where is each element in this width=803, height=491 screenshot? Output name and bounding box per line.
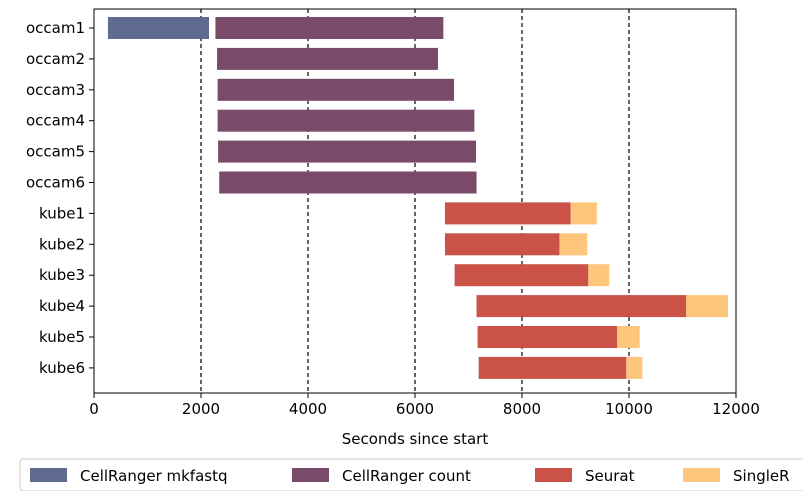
legend-label-singler: SingleR <box>733 467 790 485</box>
y-tick-label-occam3: occam3 <box>26 81 85 99</box>
bar-cellranger-count-occam5 <box>218 140 476 163</box>
x-tick-label-0: 0 <box>89 400 99 418</box>
bar-singler-kube3 <box>588 264 610 287</box>
x-axis-label: Seconds since start <box>342 430 489 448</box>
y-tick-label-kube5: kube5 <box>39 328 85 346</box>
legend-label-cellranger-mkfastq: CellRanger mkfastq <box>80 467 228 485</box>
y-tick-label-occam4: occam4 <box>26 112 85 130</box>
x-tick-label-2000: 2000 <box>182 400 220 418</box>
legend-swatch-cellranger-count <box>292 468 329 482</box>
bar-cellranger-count-occam2 <box>217 47 439 70</box>
bar-singler-kube1 <box>570 202 597 225</box>
bar-cellranger-count-occam3 <box>217 78 455 101</box>
legend-label-cellranger-count: CellRanger count <box>342 467 471 485</box>
bar-cellranger-count-occam1 <box>215 17 444 39</box>
legend-swatch-singler <box>683 468 720 482</box>
y-tick-label-kube1: kube1 <box>39 204 85 222</box>
y-tick-label-occam1: occam1 <box>26 19 85 37</box>
y-tick-label-kube4: kube4 <box>39 297 85 315</box>
y-tick-label-kube3: kube3 <box>39 266 85 284</box>
bars <box>107 17 728 379</box>
x-tick-label-6000: 6000 <box>396 400 434 418</box>
legend-label-seurat: Seurat <box>585 467 635 485</box>
y-tick-label-occam6: occam6 <box>26 174 85 192</box>
dashed-reference-lines <box>200 9 630 393</box>
bar-singler-kube2 <box>559 233 588 256</box>
bar-seurat-kube6 <box>478 356 627 379</box>
bar-singler-kube6 <box>626 356 643 379</box>
bar-singler-kube5 <box>617 326 640 348</box>
legend-swatch-cellranger-mkfastq <box>30 468 67 482</box>
x-tick-label-4000: 4000 <box>289 400 327 418</box>
legend: CellRanger mkfastq CellRanger count Seurat… <box>19 458 803 491</box>
y-tick-label-kube2: kube2 <box>39 235 85 253</box>
x-tick-label-10000: 10000 <box>605 400 653 418</box>
legend-swatch-seurat <box>535 468 572 482</box>
bar-seurat-kube1 <box>444 202 571 225</box>
x-axis: 0 2000 4000 6000 8000 10000 12000 <box>89 393 760 418</box>
y-tick-label-occam2: occam2 <box>26 50 85 68</box>
bar-cellranger-count-occam4 <box>217 109 475 132</box>
bar-seurat-kube5 <box>477 326 618 348</box>
bar-seurat-kube4 <box>476 295 687 318</box>
legend-frame <box>19 458 803 491</box>
y-tick-label-occam5: occam5 <box>26 143 85 161</box>
y-tick-label-kube6: kube6 <box>39 359 85 377</box>
y-axis: occam1 occam2 occam3 occam4 occam5 occam6 kube… <box>26 19 94 377</box>
bar-seurat-kube2 <box>444 233 560 256</box>
bar-seurat-kube3 <box>454 264 589 287</box>
x-tick-label-8000: 8000 <box>503 400 541 418</box>
bar-singler-kube4 <box>686 295 728 318</box>
bar-cellranger-count-occam6 <box>219 171 477 194</box>
x-tick-label-12000: 12000 <box>712 400 760 418</box>
bar-cellranger-mkfastq-occam1 <box>107 17 210 39</box>
